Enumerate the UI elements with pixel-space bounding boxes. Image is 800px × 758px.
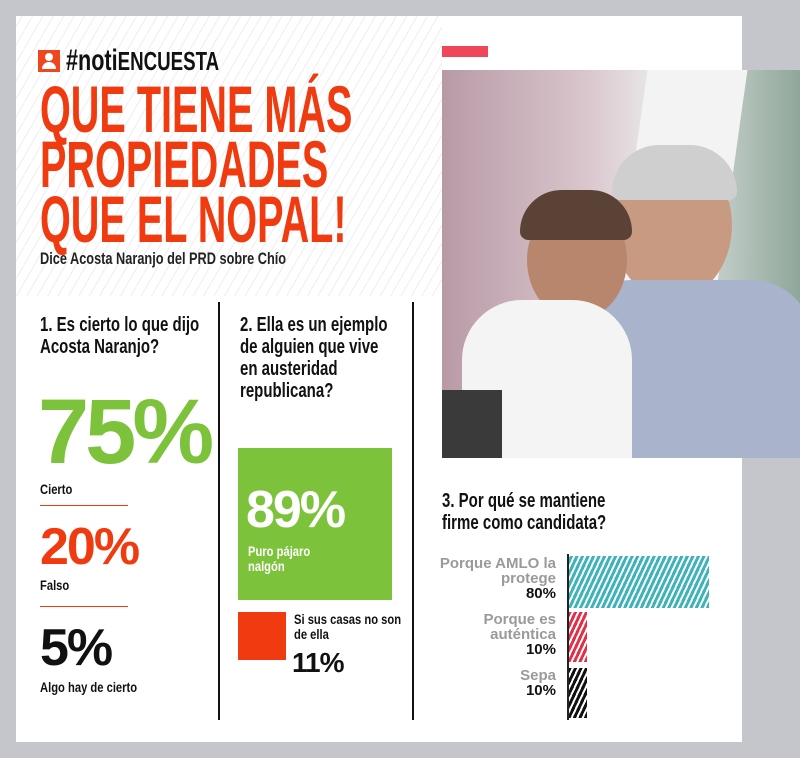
brand-prefix: #noti [66,44,118,77]
q1-label-3: Algo hay de cierto [40,679,138,695]
brand: #notiENCUESTA [38,46,279,76]
chart-axis [567,554,569,720]
bar-label-2: Porque es auténtica 10% [436,612,556,657]
category-label: Sepa [520,667,556,684]
q2-label-2: Si sus casas no son de ella [294,611,402,642]
brand-suffix: ENCUESTA [117,46,220,76]
q1-label-1: Cierto [40,481,73,497]
q1-label-2: Falso [40,577,70,593]
q3-question: 3. Por qué se mantiene firme como candid… [442,490,607,534]
q2-answer-swatch [238,612,286,660]
category-label: Porque es auténtica [483,611,556,643]
divider [218,302,220,720]
value-label: 10% [525,682,556,699]
bar-1 [569,556,709,608]
value-label: 80% [525,585,556,602]
divider [412,302,414,720]
q1-value-3: 5% [40,619,113,677]
user-icon [38,50,60,72]
q2-question: 2. Ella es un ejemplo de alguien que viv… [240,314,388,402]
divider [40,606,128,607]
q2-label-1: Puro pájaro nalgón [248,543,311,574]
value-label: 10% [525,641,556,658]
subtitle: Dice Acosta Naranjo del PRD sobre Chío [40,249,287,268]
q2-answer-box: 89% Puro pájaro nalgón [238,448,392,600]
bar-2 [569,612,587,662]
bar-3 [569,668,587,718]
q1-question: 1. Es cierto lo que dijo Acosta Naranjo? [40,314,200,358]
q2-value-1: 89% [246,481,346,539]
q1-value-1: 75% [38,381,214,483]
category-label: Porque AMLO la protege [439,555,556,587]
q2-value-2: 11% [292,647,344,678]
striped-background [16,16,442,296]
q1-value-2: 20% [40,518,140,576]
bar-label-1: Porque AMLO la protege 80% [436,556,556,601]
headline-line-3: QUE EL NOPAL! [40,182,347,256]
accent-bar [442,46,488,57]
divider [40,505,128,506]
headline-line-1: QUE TIENE MÁS [40,72,353,146]
photo [442,70,800,458]
headline-line-2: PROPIEDADES [40,127,329,201]
bar-label-3: Sepa 10% [436,668,556,698]
